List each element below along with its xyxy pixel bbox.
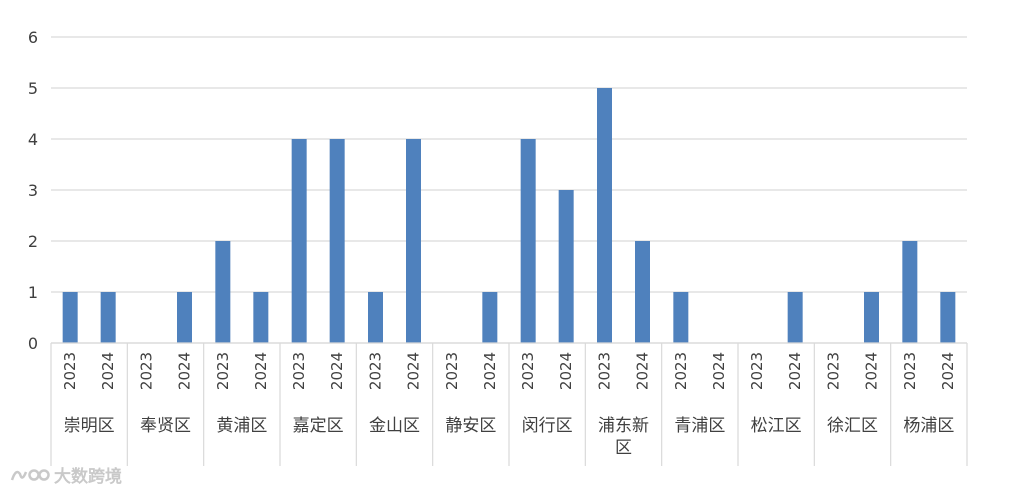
bar bbox=[940, 292, 956, 343]
category-label-line: 浦东新 bbox=[598, 416, 649, 436]
category-label: 黄浦区 bbox=[216, 416, 267, 436]
bar bbox=[864, 292, 879, 343]
bar bbox=[253, 292, 269, 343]
year-tick-label: 2023 bbox=[901, 352, 919, 390]
year-tick-label: 2024 bbox=[252, 352, 270, 390]
bar bbox=[215, 241, 231, 343]
category-label-line: 区 bbox=[615, 438, 632, 458]
bar bbox=[291, 139, 307, 343]
bar bbox=[177, 292, 192, 343]
year-tick-label: 2023 bbox=[443, 352, 461, 390]
bar bbox=[368, 292, 383, 343]
year-tick-label: 2023 bbox=[367, 352, 385, 390]
year-tick-label: 2023 bbox=[825, 352, 843, 390]
y-tick-label: 1 bbox=[28, 283, 38, 302]
category-label: 徐汇区 bbox=[827, 416, 878, 436]
watermark: 大数跨境 bbox=[10, 462, 122, 487]
bar bbox=[635, 241, 650, 343]
bar bbox=[558, 190, 574, 343]
bar bbox=[902, 241, 918, 343]
y-tick-label: 0 bbox=[28, 334, 38, 353]
year-tick-label: 2024 bbox=[634, 352, 652, 390]
year-tick-label: 2024 bbox=[481, 352, 499, 390]
y-tick-label: 4 bbox=[28, 130, 38, 149]
year-tick-label: 2024 bbox=[99, 352, 117, 390]
y-tick-label: 6 bbox=[28, 28, 38, 47]
bar bbox=[787, 292, 803, 343]
year-tick-label: 2024 bbox=[863, 352, 881, 390]
bar bbox=[673, 292, 689, 343]
category-label: 青浦区 bbox=[674, 416, 725, 436]
year-tick-label: 2024 bbox=[710, 352, 728, 390]
category-label: 嘉定区 bbox=[293, 416, 344, 436]
x-axis: 2023 2024 崇明区 2023 2024 奉贤区 2023 2024 黄浦区 2023 202… bbox=[50, 342, 968, 466]
year-tick-label: 2024 bbox=[176, 352, 194, 390]
year-tick-label: 2023 bbox=[519, 352, 537, 390]
year-tick-label: 2023 bbox=[61, 352, 79, 390]
gridlines bbox=[51, 36, 967, 344]
watermark-text: 大数跨境 bbox=[54, 467, 122, 487]
year-tick-label: 2023 bbox=[596, 352, 614, 390]
category-label: 奉贤区 bbox=[140, 416, 191, 436]
year-tick-label: 2024 bbox=[405, 352, 423, 390]
y-tick-label: 5 bbox=[28, 79, 38, 98]
category-label: 闵行区 bbox=[522, 416, 573, 436]
watermark-logo-icon bbox=[10, 468, 50, 481]
bar bbox=[482, 292, 498, 343]
bars bbox=[62, 88, 956, 343]
bar bbox=[62, 292, 78, 343]
year-tick-label: 2024 bbox=[939, 352, 957, 390]
year-tick-label: 2024 bbox=[557, 352, 575, 390]
bar bbox=[100, 292, 116, 343]
category-label: 浦东新区 bbox=[598, 416, 649, 458]
year-tick-label: 2023 bbox=[290, 352, 308, 390]
year-tick-label: 2023 bbox=[672, 352, 690, 390]
bar bbox=[329, 139, 345, 343]
year-tick-label: 2023 bbox=[214, 352, 232, 390]
bar bbox=[406, 139, 421, 343]
category-label: 松江区 bbox=[751, 416, 802, 436]
y-axis: 0 1 2 3 4 5 6 bbox=[28, 28, 38, 353]
y-tick-label: 3 bbox=[28, 181, 38, 200]
category-label: 杨浦区 bbox=[903, 416, 954, 436]
bar bbox=[520, 139, 536, 343]
y-tick-label: 2 bbox=[28, 232, 38, 251]
category-label: 金山区 bbox=[369, 416, 420, 436]
year-tick-label: 2024 bbox=[786, 352, 804, 390]
category-label: 静安区 bbox=[445, 416, 496, 436]
year-tick-label: 2023 bbox=[748, 352, 766, 390]
bar bbox=[597, 88, 612, 343]
year-tick-label: 2024 bbox=[328, 352, 346, 390]
year-tick-label: 2023 bbox=[138, 352, 156, 390]
category-label: 崇明区 bbox=[64, 416, 115, 436]
